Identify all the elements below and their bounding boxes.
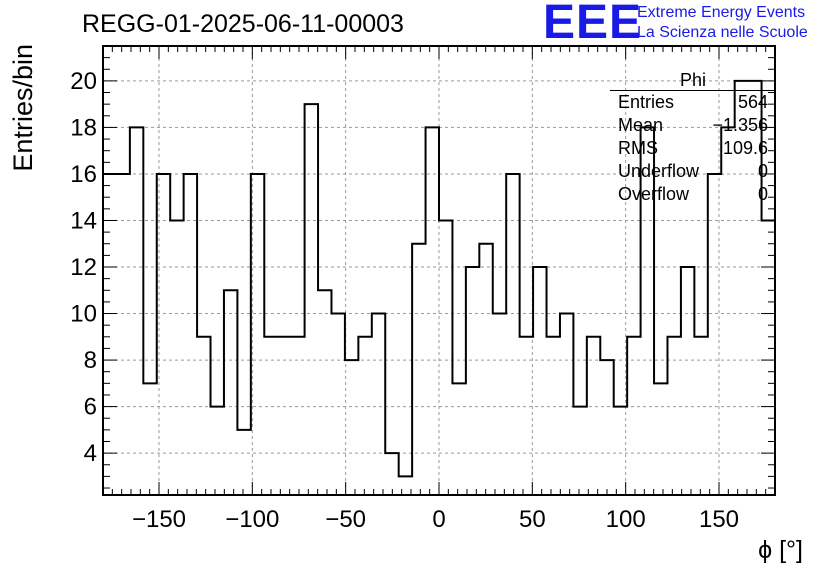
x-tick-label: 100 — [606, 506, 646, 533]
stats-label: Overflow — [618, 184, 690, 204]
x-tick-label: 50 — [519, 506, 546, 533]
brand-line-1: Extreme Energy Events — [637, 4, 806, 21]
histogram-outline — [103, 79, 775, 478]
x-tick-label: −50 — [325, 506, 366, 533]
histogram-bin — [251, 174, 264, 495]
stats-value: 109.6 — [722, 138, 768, 158]
histogram-bin — [452, 383, 465, 495]
stats-row-underflow: Underflow 0 — [610, 160, 776, 183]
stats-title: Phi — [610, 70, 776, 91]
histogram-bin — [533, 267, 546, 495]
stats-value: 564 — [737, 92, 768, 112]
y-tick-label: 14 — [70, 207, 97, 234]
histogram-bin — [560, 314, 573, 495]
histogram-bin — [358, 337, 371, 495]
histogram-bin — [130, 127, 143, 495]
x-tick-label: −100 — [225, 506, 279, 533]
brand-logo: EEE — [543, 0, 643, 49]
histogram-bin — [466, 267, 479, 495]
y-tick-label: 10 — [70, 301, 97, 328]
histogram-bin — [237, 430, 250, 495]
stats-value: 0 — [757, 184, 768, 204]
y-tick-label: 20 — [70, 68, 97, 95]
histogram-bin — [694, 337, 707, 495]
histogram-bin — [291, 337, 304, 495]
chart-title: REGG-01-2025-06-11-00003 — [82, 10, 404, 38]
histogram-bin — [654, 383, 667, 495]
y-axis-label: Entries/bin — [8, 44, 38, 172]
stats-label: RMS — [618, 138, 658, 158]
histogram-bin — [520, 337, 533, 495]
histogram-bin — [305, 104, 318, 495]
histogram-bin — [116, 174, 129, 495]
stats-label: Entries — [618, 92, 675, 112]
x-tick-label: 0 — [432, 506, 445, 533]
histogram-bin — [372, 314, 385, 495]
stats-row-rms: RMS 109.6 — [610, 137, 776, 160]
stats-value: −1.356 — [712, 115, 768, 135]
y-tick-label: 8 — [84, 347, 97, 374]
histogram-bin — [278, 337, 291, 495]
histogram-bin — [211, 407, 224, 495]
brand-line-2: La Scienza nelle Scuole — [637, 24, 808, 41]
y-tick-label: 16 — [70, 161, 97, 188]
histogram-bin — [170, 220, 183, 495]
histogram-bin — [318, 290, 331, 495]
y-tick-label: 12 — [70, 254, 97, 281]
stats-row-mean: Mean −1.356 — [610, 114, 776, 137]
histogram-bin — [331, 314, 344, 495]
histogram-bin — [587, 337, 600, 495]
histogram-bin — [479, 244, 492, 495]
x-tick-label: −150 — [132, 506, 186, 533]
histogram-bin — [184, 174, 197, 495]
histogram-bin — [439, 220, 452, 495]
histogram-bin — [600, 360, 613, 495]
histogram-bins — [103, 79, 775, 495]
histogram-bin — [547, 337, 560, 495]
stats-value: 0 — [757, 161, 768, 181]
y-tick-label: 4 — [84, 440, 97, 467]
histogram-bin — [627, 337, 640, 495]
histogram-bin — [506, 174, 519, 495]
axes — [102, 45, 776, 496]
histogram-bin — [103, 174, 116, 495]
histogram-bin — [426, 127, 439, 495]
histogram-bin — [143, 383, 156, 495]
histogram-bin — [762, 220, 775, 495]
y-tick-label: 18 — [70, 114, 97, 141]
histogram-bin — [708, 174, 721, 495]
histogram-bin — [385, 453, 398, 495]
stats-box: Phi Entries 564 Mean −1.356 RMS 109.6 Un… — [610, 70, 776, 206]
histogram-bin — [493, 314, 506, 495]
histogram-bin — [399, 476, 412, 495]
histogram-bin — [197, 337, 210, 495]
histogram-bin — [224, 290, 237, 495]
histogram-bin — [412, 244, 425, 495]
histogram-bin — [345, 360, 358, 495]
histogram-bin — [264, 337, 277, 495]
stats-row-entries: Entries 564 — [610, 91, 776, 114]
histogram-bin — [573, 407, 586, 495]
histogram-bin — [614, 407, 627, 495]
x-tick-label: 150 — [699, 506, 739, 533]
y-tick-label: 6 — [84, 394, 97, 421]
histogram-bin — [667, 337, 680, 495]
x-axis-label: ϕ [°] — [758, 536, 803, 564]
stats-row-overflow: Overflow 0 — [610, 183, 776, 206]
axis-labels: −150 −100 −50 0 50 100 150 4 6 8 10 12 14 16 18 20 ϕ [°]… — [8, 44, 803, 564]
stats-label: Underflow — [618, 161, 700, 181]
histogram-bin — [681, 267, 694, 495]
histogram-bin — [157, 174, 170, 495]
stats-label: Mean — [618, 115, 664, 135]
